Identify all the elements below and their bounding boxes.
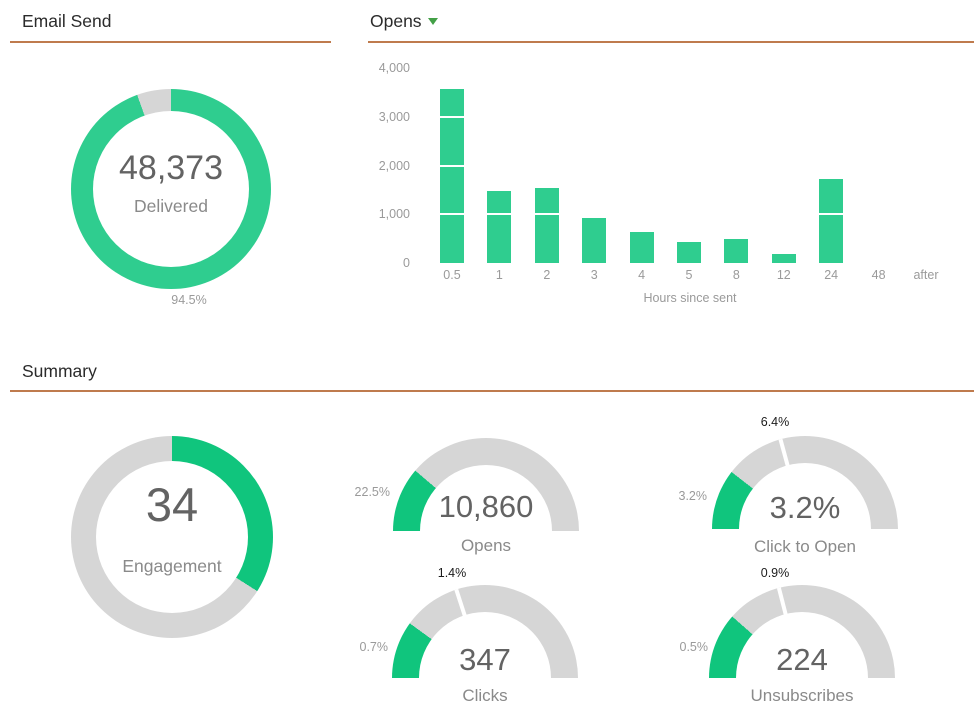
x-tick-label: 4 (638, 268, 646, 282)
x-tick-label: 1 (495, 268, 503, 282)
opens-gauge-chart[interactable] (393, 438, 579, 531)
unsubscribes-gauge-value: 224 (776, 642, 828, 677)
x-tick-label: 3 (590, 268, 598, 282)
x-tick-label: 8 (732, 268, 740, 282)
unsubscribes-gauge-min-label: 0.5% (679, 640, 709, 654)
y-tick-label: 4,000 (378, 61, 410, 75)
x-tick-label: 12 (776, 268, 791, 282)
gridline (430, 115, 950, 118)
click-to-open-gauge-title: Click to Open (753, 537, 857, 556)
delivered-percent-label: 94.5% (171, 293, 207, 307)
clicks-target-label: 1.4% (437, 566, 467, 580)
bar-5h[interactable] (677, 241, 701, 263)
clicks-gauge-min-label: 0.7% (359, 640, 389, 654)
summary-title: Summary (22, 361, 97, 381)
bar-4h[interactable] (629, 232, 654, 263)
opens-y-axis: 4,000 3,000 2,000 1,000 0 (330, 0, 410, 300)
x-tick-label: 48 (871, 268, 886, 282)
clicks-gauge-chart[interactable] (392, 585, 578, 678)
opens-title: Opens (370, 11, 422, 31)
opens-gauge-min-label: 22.5% (354, 485, 390, 499)
opens-divider (368, 41, 974, 43)
y-tick-label: 2,000 (378, 158, 410, 173)
y-tick-label: 3,000 (378, 109, 410, 124)
click-to-open-gauge-min-label: 3.2% (678, 489, 708, 503)
opens-x-axis: 0.5 1 2 3 4 5 8 12 24 48 after (430, 268, 950, 284)
bar-1h[interactable] (487, 190, 512, 263)
gridline (430, 164, 950, 167)
click-to-open-target-label: 6.4% (760, 415, 790, 429)
delivered-label: Delivered (134, 196, 208, 216)
opens-gauge-title: Opens (460, 536, 512, 555)
engagement-donut-hole (96, 461, 248, 613)
bar-3h[interactable] (582, 217, 607, 263)
opens-gauge-value: 10,860 (438, 489, 534, 524)
unsubscribes-gauge-title: Unsubscribes (750, 686, 854, 705)
delivered-value: 48,373 (119, 149, 223, 187)
chevron-down-icon[interactable] (428, 18, 438, 25)
bar-12h[interactable] (771, 253, 796, 263)
bar-2h[interactable] (534, 188, 559, 263)
click-to-open-gauge-chart[interactable] (712, 436, 898, 529)
click-to-open-gauge-value: 3.2% (769, 490, 841, 525)
x-tick-label: 0.5 (443, 268, 461, 282)
y-tick-label: 1,000 (378, 207, 410, 222)
y-tick-label: 0 (403, 256, 410, 270)
opens-x-axis-title: Hours since sent (643, 291, 737, 305)
email-send-divider (10, 41, 331, 43)
engagement-label: Engagement (122, 556, 222, 576)
opens-bar-plot (430, 68, 950, 263)
unsubscribes-gauge-chart[interactable] (709, 585, 895, 678)
unsubscribes-target-label: 0.9% (760, 566, 790, 580)
delivered-donut-chart[interactable] (71, 89, 271, 289)
engagement-donut-chart[interactable] (71, 436, 273, 638)
x-tick-label: after (913, 268, 939, 282)
engagement-value: 34 (145, 478, 199, 531)
bar-0.5h[interactable] (440, 89, 464, 263)
bar-24h[interactable] (819, 178, 844, 263)
x-tick-label: 5 (685, 268, 693, 282)
x-tick-label: 2 (543, 268, 551, 282)
summary-divider (10, 390, 974, 392)
email-send-title: Email Send (22, 11, 112, 31)
delivered-donut-hole (93, 111, 249, 267)
gridline (430, 213, 950, 216)
clicks-gauge-title: Clicks (462, 686, 508, 705)
x-tick-label: 24 (824, 268, 839, 282)
clicks-gauge-value: 347 (459, 642, 511, 677)
bar-8h[interactable] (724, 239, 749, 263)
